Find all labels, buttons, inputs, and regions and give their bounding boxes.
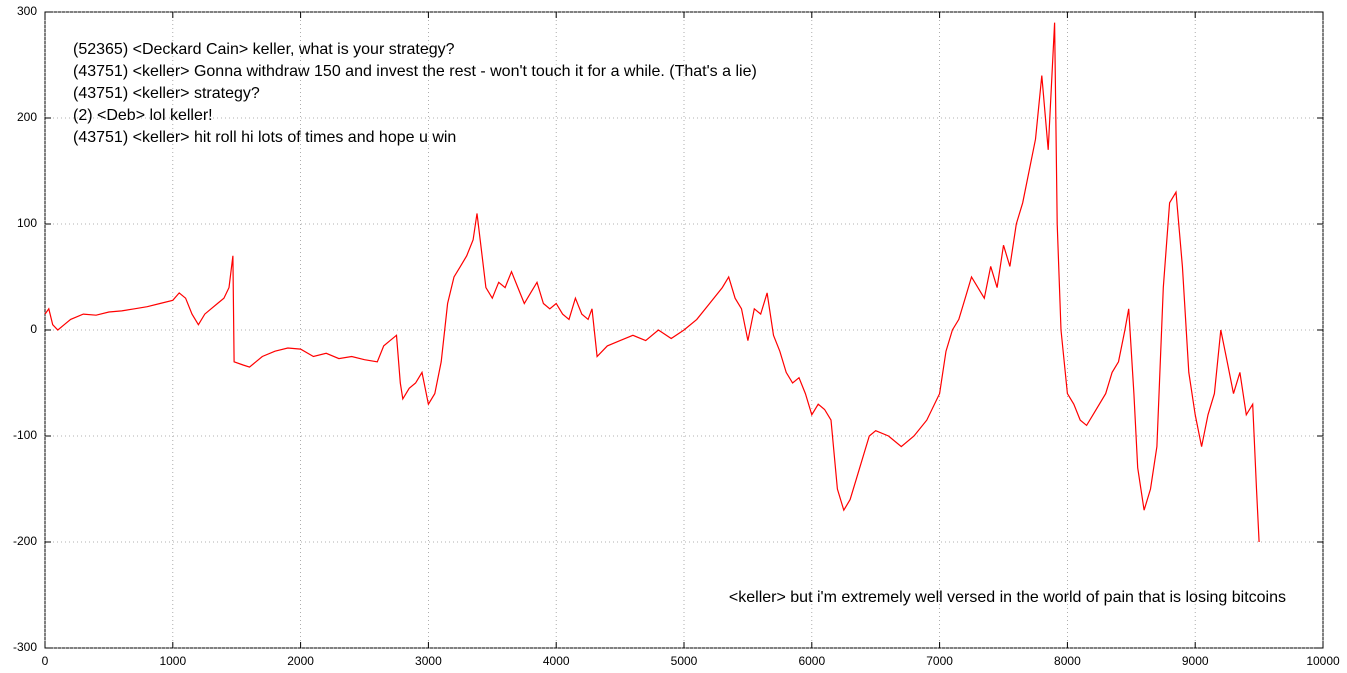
x-tick-label: 3000 — [415, 654, 442, 668]
x-tick-label: 5000 — [671, 654, 698, 668]
chat-line: (2) <Deb> lol keller! — [73, 107, 213, 124]
x-tick-label: 2000 — [287, 654, 314, 668]
y-tick-label: 200 — [17, 110, 37, 124]
y-tick-label: -200 — [13, 534, 37, 548]
x-tick-label: 8000 — [1054, 654, 1081, 668]
x-tick-label: 9000 — [1182, 654, 1209, 668]
data-line — [44, 22, 1260, 543]
chat-line: <keller> but i'm extremely well versed i… — [729, 589, 1286, 606]
x-tick-label: 4000 — [543, 654, 570, 668]
y-tick-label: 300 — [17, 4, 37, 18]
chat-line: (43751) <keller> strategy? — [73, 85, 260, 102]
y-tick-label: -300 — [13, 640, 37, 654]
y-tick-label: 0 — [30, 322, 37, 336]
x-tick-label: 6000 — [798, 654, 825, 668]
y-tick-label: -100 — [13, 428, 37, 442]
x-tick-label: 7000 — [926, 654, 953, 668]
x-tick-label: 0 — [42, 654, 49, 668]
y-tick-label: 100 — [17, 216, 37, 230]
x-tick-label: 1000 — [159, 654, 186, 668]
chat-line: (43751) <keller> Gonna withdraw 150 and … — [73, 63, 757, 80]
x-tick-label: 10000 — [1306, 654, 1340, 668]
chat-line: (52365) <Deckard Cain> keller, what is y… — [73, 41, 455, 58]
chat-line: (43751) <keller> hit roll hi lots of tim… — [73, 129, 456, 146]
